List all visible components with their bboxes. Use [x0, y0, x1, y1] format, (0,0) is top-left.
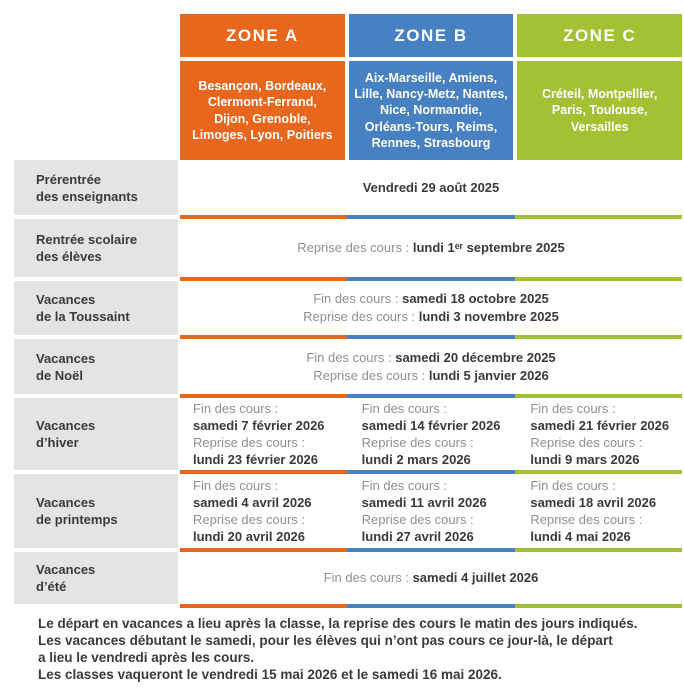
date-value: lundi 20 avril 2026	[193, 529, 306, 544]
row-label: Rentrée scolaire des élèves	[14, 219, 178, 277]
date-value: lundi 3 novembre 2025	[418, 309, 559, 324]
zone-b-dates: Fin des cours : samedi 11 avril 2026 Rep…	[349, 474, 514, 548]
separator-line	[180, 604, 682, 608]
date-value: samedi 20 décembre 2025	[395, 349, 556, 365]
row-vacances-ete: Vacances d’été Fin des cours : samedi 4 …	[0, 552, 684, 604]
date-value: samedi 14 février 2026	[361, 418, 501, 433]
date-value: lundi 23 février 2026	[193, 452, 319, 467]
reprise-label: Reprise des cours :	[193, 435, 305, 450]
row-zone-values: Fin des cours : samedi 4 avril 2026 Repr…	[180, 474, 682, 548]
date-value: lundi 4 mai 2026	[530, 529, 631, 544]
date-value: samedi 7 février 2026	[193, 418, 325, 433]
row-vacances-toussaint: Vacances de la Toussaint Fin des cours :…	[0, 281, 684, 335]
fin-label: Fin des cours :	[361, 401, 447, 416]
row-vacances-hiver: Vacances d’hiver Fin des cours : samedi …	[0, 398, 684, 470]
reprise-label: Reprise des cours :	[361, 512, 474, 527]
zones-cities-row: Besançon, Bordeaux, Clermont-Ferrand, Di…	[180, 61, 683, 160]
separator-line	[180, 548, 682, 552]
row-rentree-scolaire: Rentrée scolaire des élèves Reprise des …	[0, 219, 684, 277]
zone-b-cities-text: Aix-Marseille, Amiens, Lille, Nancy-Metz…	[354, 70, 508, 150]
row-value: Fin des cours : samedi 4 juillet 2026	[180, 552, 682, 604]
reprise-label: Reprise des cours :	[530, 435, 643, 450]
row-prerentree-enseignants: Prérentrée des enseignants Vendredi 29 a…	[0, 160, 684, 215]
row-label: Vacances de printemps	[14, 474, 178, 548]
row-label: Vacances d’été	[14, 552, 178, 604]
fin-label: Fin des cours :	[193, 478, 279, 493]
date-value: samedi 21 février 2026	[530, 418, 670, 433]
zone-a-title: ZONE A	[226, 25, 299, 45]
zone-c-dates: Fin des cours : samedi 21 février 2026 R…	[517, 398, 682, 470]
date-value: samedi 18 octobre 2025	[402, 291, 549, 306]
fin-label: Fin des cours :	[323, 570, 409, 585]
zone-b-header: ZONE B	[348, 14, 514, 57]
row-value: Vendredi 29 août 2025	[180, 160, 682, 215]
date-value: samedi 4 juillet 2026	[412, 570, 539, 585]
date-value: Vendredi 29 août 2025	[362, 179, 500, 195]
footer-note-line: Le départ en vacances a lieu après la cl…	[38, 616, 638, 631]
zone-a-cities-text: Besançon, Bordeaux, Clermont-Ferrand, Di…	[192, 79, 333, 142]
zone-a-header: ZONE A	[180, 14, 345, 57]
zone-b-title: ZONE B	[394, 25, 468, 45]
footer-note-line: Les vacances débutant le samedi, pour le…	[38, 633, 613, 648]
zone-b-dates: Fin des cours : samedi 14 février 2026 R…	[349, 398, 514, 470]
date-value: lundi 9 mars 2026	[530, 452, 640, 467]
row-value: Reprise des cours : lundi 1ᵉʳ septembre …	[180, 219, 682, 277]
date-value: lundi 5 janvier 2026	[428, 367, 549, 383]
zone-c-cities: Créteil, Montpellier, Paris, Toulouse, V…	[517, 61, 683, 160]
row-value: Fin des cours : samedi 18 octobre 2025 R…	[180, 281, 682, 335]
fin-label: Fin des cours :	[193, 401, 279, 416]
date-value: lundi 2 mars 2026	[361, 452, 471, 467]
footer-note-line: a lieu le vendredi après les cours.	[38, 650, 255, 665]
date-value: samedi 11 avril 2026	[361, 495, 487, 510]
fin-label: Fin des cours :	[530, 401, 616, 416]
zone-a-dates: Fin des cours : samedi 4 avril 2026 Repr…	[180, 474, 345, 548]
zone-c-dates: Fin des cours : samedi 18 avril 2026 Rep…	[517, 474, 682, 548]
date-value: lundi 1ᵉʳ septembre 2025	[412, 240, 565, 255]
reprise-label: Reprise des cours :	[297, 240, 410, 255]
zone-a-dates: Fin des cours : samedi 7 février 2026 Re…	[180, 398, 345, 470]
row-vacances-noel: Vacances de Noël Fin des cours : samedi …	[0, 339, 684, 394]
row-vacances-printemps: Vacances de printemps Fin des cours : sa…	[0, 474, 684, 548]
reprise-label: Reprise des cours :	[361, 435, 474, 450]
reprise-label: Reprise des cours :	[303, 309, 416, 324]
row-label: Vacances d’hiver	[14, 398, 178, 470]
fin-label: Fin des cours :	[361, 478, 447, 493]
row-label: Vacances de la Toussaint	[14, 281, 178, 335]
zones-header: ZONE A ZONE B ZONE C	[180, 14, 683, 57]
separator-line	[180, 394, 682, 398]
separator-line	[180, 215, 682, 219]
reprise-label: Reprise des cours :	[193, 512, 305, 527]
reprise-label: Reprise des cours :	[530, 512, 643, 527]
date-value: lundi 27 avril 2026	[361, 529, 474, 544]
date-value: samedi 4 avril 2026	[193, 495, 312, 510]
reprise-label: Reprise des cours :	[313, 367, 426, 383]
row-value: Fin des cours : samedi 20 décembre 2025 …	[180, 339, 682, 394]
zone-c-cities-text: Créteil, Montpellier, Paris, Toulouse, V…	[542, 87, 658, 134]
row-label: Prérentrée des enseignants	[14, 160, 178, 215]
footer-notes: Le départ en vacances a lieu après la cl…	[38, 615, 674, 683]
row-label: Vacances de Noël	[14, 339, 178, 394]
separator-line	[180, 470, 682, 474]
zone-c-header: ZONE C	[517, 14, 683, 57]
row-zone-values: Fin des cours : samedi 7 février 2026 Re…	[180, 398, 682, 470]
separator-line	[180, 277, 682, 281]
fin-label: Fin des cours :	[530, 478, 616, 493]
zone-c-title: ZONE C	[563, 25, 637, 45]
zone-b-cities: Aix-Marseille, Amiens, Lille, Nancy-Metz…	[348, 61, 514, 160]
date-value: samedi 18 avril 2026	[530, 495, 657, 510]
fin-label: Fin des cours :	[313, 291, 399, 306]
separator-line	[180, 335, 682, 339]
footer-note-line: Les classes vaqueront le vendredi 15 mai…	[38, 667, 502, 682]
fin-label: Fin des cours :	[306, 349, 392, 365]
zone-a-cities: Besançon, Bordeaux, Clermont-Ferrand, Di…	[180, 61, 345, 160]
